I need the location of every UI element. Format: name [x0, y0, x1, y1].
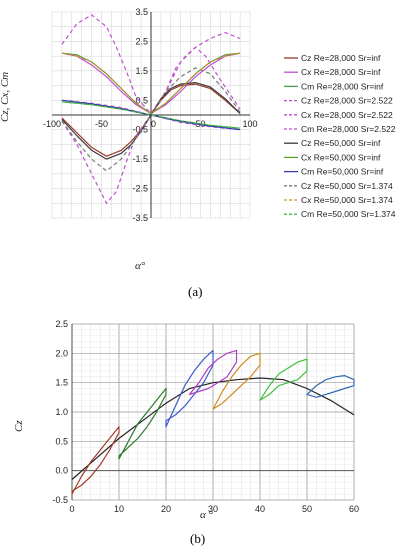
x-tick-label: 60: [349, 504, 359, 514]
panel-a-xlabel: α°: [135, 260, 146, 272]
hysteresis-loop: [188, 349, 238, 395]
y-tick-label: 3.5: [135, 7, 148, 17]
legend-label: Cz Re=28,000 Sr=inf: [301, 53, 381, 63]
hysteresis-loop: [306, 375, 355, 398]
legend-label: Cx Re=50,000 Sr=inf: [301, 152, 381, 162]
series-line: [61, 14, 241, 115]
panel-a: -100 -50 0 50 1003.52.51.50.5-0.5-1.5-2.5-3.…: [0, 7, 396, 299]
y-tick-label: 1.5: [135, 66, 148, 76]
hysteresis-loop: [212, 352, 261, 410]
legend-label: Cz Re=50,000 Sr=1.374: [301, 181, 393, 191]
legend-label: Cx Re=50,000 Sr=1.374: [301, 195, 393, 205]
series-line: [61, 101, 241, 129]
x-tick-label: -50: [95, 119, 108, 129]
x-tick-label: 0: [151, 119, 156, 129]
y-tick-label: 0.5: [135, 95, 148, 105]
legend-label: Cx Re=28,000 Sr=inf: [301, 67, 381, 77]
legend-label: Cz Re=50,000 Sr=inf: [301, 138, 381, 148]
panel-a-legend: Cz Re=28,000 Sr=inf Cx Re=28,000 Sr=inf Cm…: [284, 53, 396, 219]
x-tick-label: 100: [242, 119, 257, 129]
legend-label: Cx Re=28,000 Sr=2.522: [301, 110, 393, 120]
panel-b-axes: [71, 324, 354, 500]
y-tick-label: 1.5: [55, 378, 68, 388]
x-tick-label: 10: [114, 504, 124, 514]
x-tick-label: 20: [161, 504, 171, 514]
x-tick-label: 30: [208, 504, 218, 514]
legend-label: Cm Re=28,000 Sr=2.522: [301, 124, 396, 134]
panel-b-series: [71, 349, 355, 495]
hysteresis-loop: [71, 426, 120, 495]
series-line: [61, 52, 241, 115]
y-tick-label: 2.5: [135, 36, 148, 46]
static-curve: [71, 377, 355, 480]
panel-b: 0 10 20 30 40 50 60 2.5 2.0 1.5 1.0 0.5 0.0 -0.5 Cz α…: [13, 319, 359, 546]
panel-a-caption: (a): [188, 284, 202, 299]
panel-a-ylabel: Cz, Cx, Cm: [0, 72, 11, 122]
legend-label: Cz Re=28,000 Sr=2.522: [301, 96, 393, 106]
panel-b-ylabel: Cz: [13, 420, 25, 432]
x-tick-label: 0: [69, 504, 74, 514]
y-tick-label: 2.0: [55, 348, 68, 358]
x-tick-label: 40: [255, 504, 265, 514]
y-tick-label: 1.0: [55, 407, 68, 417]
legend-label: Cm Re=50,000 Sr=1.374: [301, 209, 396, 219]
y-tick-label: -1.5: [132, 154, 148, 164]
y-tick-label: 2.5: [55, 319, 68, 329]
y-tick-label: -0.5: [52, 495, 68, 505]
y-tick-label: -3.5: [132, 213, 148, 223]
y-tick-label: 0.0: [55, 466, 68, 476]
series-line: [61, 99, 241, 131]
x-tick-label: 50: [302, 504, 312, 514]
hysteresis-loop: [165, 349, 214, 428]
x-tick-label: -100: [43, 119, 61, 129]
y-tick-label: -2.5: [132, 184, 148, 194]
legend-label: Cm Re=28,000 Sr=inf: [301, 81, 384, 91]
series-line: [61, 46, 241, 205]
hysteresis-loop: [118, 387, 167, 460]
hysteresis-loop: [259, 358, 308, 401]
legend-label: Cm Re=50,000 Sr=inf: [301, 167, 384, 177]
y-tick-label: 0.5: [55, 436, 68, 446]
panel-b-xlabel: α °: [200, 509, 214, 521]
panel-a-series: [61, 14, 241, 205]
panel-b-tick-labels: 0 10 20 30 40 50 60 2.5 2.0 1.5 1.0 0.5 0.0 -0.5: [52, 319, 359, 514]
panel-b-caption: (b): [190, 531, 205, 546]
